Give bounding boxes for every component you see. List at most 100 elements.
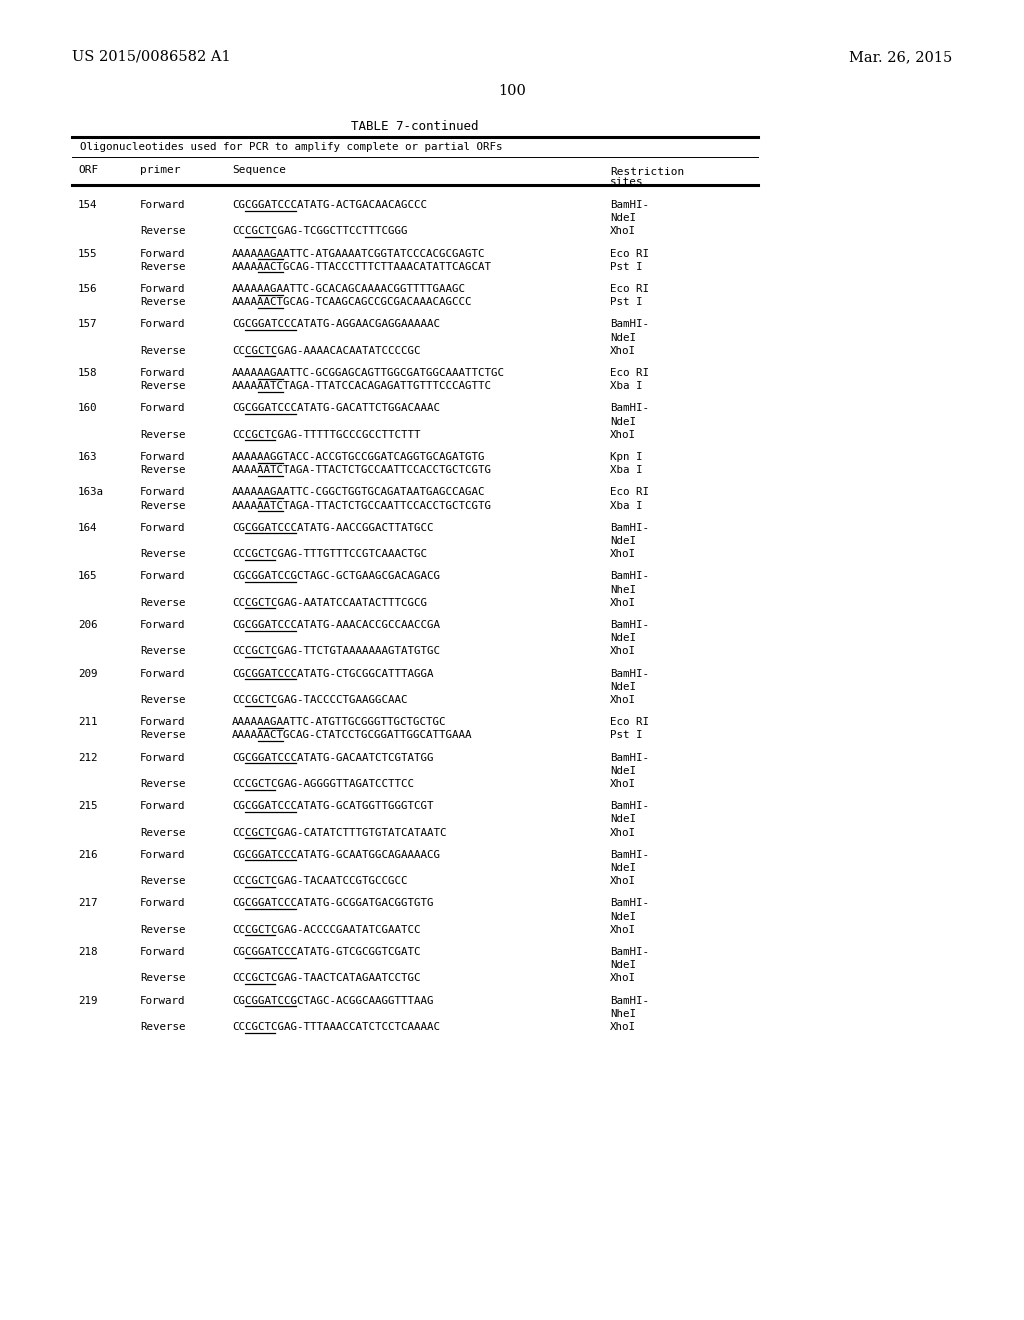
Text: 155: 155: [78, 248, 97, 259]
Text: Forward: Forward: [140, 717, 185, 727]
Text: CGCGGATCCCATATG-GCGGATGACGGTGTG: CGCGGATCCCATATG-GCGGATGACGGTGTG: [232, 899, 433, 908]
Text: 157: 157: [78, 319, 97, 330]
Text: Restriction: Restriction: [610, 168, 684, 177]
Text: Reverse: Reverse: [140, 381, 185, 391]
Text: NdeI: NdeI: [610, 682, 636, 692]
Text: Forward: Forward: [140, 752, 185, 763]
Text: Eco RI: Eco RI: [610, 284, 649, 294]
Text: NdeI: NdeI: [610, 766, 636, 776]
Text: CCCGCTCGAG-CATATCTTTGTGTATCATAATC: CCCGCTCGAG-CATATCTTTGTGTATCATAATC: [232, 828, 446, 838]
Text: Reverse: Reverse: [140, 430, 185, 440]
Text: Reverse: Reverse: [140, 598, 185, 607]
Text: NheI: NheI: [610, 585, 636, 594]
Text: CGCGGATCCCATATG-GCAATGGCAGAAAACG: CGCGGATCCCATATG-GCAATGGCAGAAAACG: [232, 850, 440, 859]
Text: Reverse: Reverse: [140, 876, 185, 886]
Text: Reverse: Reverse: [140, 227, 185, 236]
Text: XhoI: XhoI: [610, 430, 636, 440]
Text: BamHI-: BamHI-: [610, 946, 649, 957]
Text: Reverse: Reverse: [140, 465, 185, 475]
Text: XhoI: XhoI: [610, 1022, 636, 1032]
Text: CCCGCTCGAG-AGGGGTTAGATCCTTCC: CCCGCTCGAG-AGGGGTTAGATCCTTCC: [232, 779, 414, 789]
Text: BamHI-: BamHI-: [610, 669, 649, 678]
Text: 219: 219: [78, 995, 97, 1006]
Text: Sequence: Sequence: [232, 165, 286, 176]
Text: Forward: Forward: [140, 899, 185, 908]
Text: Forward: Forward: [140, 995, 185, 1006]
Text: 163a: 163a: [78, 487, 104, 498]
Text: CGCGGATCCCATATG-AACCGGACTTATGCC: CGCGGATCCCATATG-AACCGGACTTATGCC: [232, 523, 433, 533]
Text: Eco RI: Eco RI: [610, 368, 649, 378]
Text: 154: 154: [78, 201, 97, 210]
Text: AAAAAACTGCAG-TTACCCTTTCTTAAACATATTCAGCAT: AAAAAACTGCAG-TTACCCTTTCTTAAACATATTCAGCAT: [232, 261, 492, 272]
Text: Reverse: Reverse: [140, 779, 185, 789]
Text: CGCGGATCCCATATG-GACATTCTGGACAAAC: CGCGGATCCCATATG-GACATTCTGGACAAAC: [232, 404, 440, 413]
Text: Reverse: Reverse: [140, 973, 185, 983]
Text: BamHI-: BamHI-: [610, 319, 649, 330]
Text: AAAAAATCTAGA-TTACTCTGCCAATTCCACCTGCTCGTG: AAAAAATCTAGA-TTACTCTGCCAATTCCACCTGCTCGTG: [232, 465, 492, 475]
Text: BamHI-: BamHI-: [610, 620, 649, 630]
Text: Xba I: Xba I: [610, 500, 642, 511]
Text: Forward: Forward: [140, 572, 185, 581]
Text: BamHI-: BamHI-: [610, 801, 649, 812]
Text: AAAAAAGGTACC-ACCGTGCCGGATCAGGTGCAGATGTG: AAAAAAGGTACC-ACCGTGCCGGATCAGGTGCAGATGTG: [232, 451, 485, 462]
Text: CCCGCTCGAG-TAACTCATAGAATCCTGC: CCCGCTCGAG-TAACTCATAGAATCCTGC: [232, 973, 421, 983]
Text: 212: 212: [78, 752, 97, 763]
Text: CCCGCTCGAG-TACAATCCGTGCCGCC: CCCGCTCGAG-TACAATCCGTGCCGCC: [232, 876, 408, 886]
Text: CGCGGATCCGCTAGC-GCTGAAGCGACAGACG: CGCGGATCCGCTAGC-GCTGAAGCGACAGACG: [232, 572, 440, 581]
Text: Forward: Forward: [140, 669, 185, 678]
Text: Forward: Forward: [140, 248, 185, 259]
Text: BamHI-: BamHI-: [610, 572, 649, 581]
Text: 215: 215: [78, 801, 97, 812]
Text: Forward: Forward: [140, 523, 185, 533]
Text: 218: 218: [78, 946, 97, 957]
Text: BamHI-: BamHI-: [610, 850, 649, 859]
Text: Forward: Forward: [140, 368, 185, 378]
Text: NdeI: NdeI: [610, 912, 636, 921]
Text: BamHI-: BamHI-: [610, 995, 649, 1006]
Text: Forward: Forward: [140, 946, 185, 957]
Text: Mar. 26, 2015: Mar. 26, 2015: [849, 50, 952, 63]
Text: CGCGGATCCCATATG-GACAATCTCGTATGG: CGCGGATCCCATATG-GACAATCTCGTATGG: [232, 752, 433, 763]
Text: AAAAAATCTAGA-TTATCCACAGAGATTGTTTCCCAGTTC: AAAAAATCTAGA-TTATCCACAGAGATTGTTTCCCAGTTC: [232, 381, 492, 391]
Text: CCCGCTCGAG-TTTAAACCATCTCCTCAAAAC: CCCGCTCGAG-TTTAAACCATCTCCTCAAAAC: [232, 1022, 440, 1032]
Text: 156: 156: [78, 284, 97, 294]
Text: 165: 165: [78, 572, 97, 581]
Text: Reverse: Reverse: [140, 696, 185, 705]
Text: XhoI: XhoI: [610, 973, 636, 983]
Text: CCCGCTCGAG-AATATCCAATACTTTCGCG: CCCGCTCGAG-AATATCCAATACTTTCGCG: [232, 598, 427, 607]
Text: NdeI: NdeI: [610, 417, 636, 426]
Text: CGCGGATCCCATATG-ACTGACAACAGCCC: CGCGGATCCCATATG-ACTGACAACAGCCC: [232, 201, 427, 210]
Text: 217: 217: [78, 899, 97, 908]
Text: XhoI: XhoI: [610, 549, 636, 560]
Text: NdeI: NdeI: [610, 333, 636, 343]
Text: Forward: Forward: [140, 487, 185, 498]
Text: CGCGGATCCCATATG-CTGCGGCATTTAGGA: CGCGGATCCCATATG-CTGCGGCATTTAGGA: [232, 669, 433, 678]
Text: CGCGGATCCCATATG-GTCGCGGTCGATC: CGCGGATCCCATATG-GTCGCGGTCGATC: [232, 946, 421, 957]
Text: Pst I: Pst I: [610, 730, 642, 741]
Text: AAAAAAGAATTC-GCGGAGCAGTTGGCGATGGCAAATTCTGC: AAAAAAGAATTC-GCGGAGCAGTTGGCGATGGCAAATTCT…: [232, 368, 505, 378]
Text: XhoI: XhoI: [610, 647, 636, 656]
Text: Forward: Forward: [140, 850, 185, 859]
Text: Oligonucleotides used for PCR to amplify complete or partial ORFs: Oligonucleotides used for PCR to amplify…: [80, 143, 503, 152]
Text: XhoI: XhoI: [610, 779, 636, 789]
Text: Reverse: Reverse: [140, 730, 185, 741]
Text: Reverse: Reverse: [140, 647, 185, 656]
Text: Forward: Forward: [140, 404, 185, 413]
Text: US 2015/0086582 A1: US 2015/0086582 A1: [72, 50, 230, 63]
Text: AAAAAAGAATTC-ATGAAAATCGGTATCCCACGCGAGTC: AAAAAAGAATTC-ATGAAAATCGGTATCCCACGCGAGTC: [232, 248, 485, 259]
Text: Reverse: Reverse: [140, 925, 185, 935]
Text: Reverse: Reverse: [140, 1022, 185, 1032]
Text: 209: 209: [78, 669, 97, 678]
Text: 100: 100: [498, 84, 526, 98]
Text: CCCGCTCGAG-TACCCCTGAAGGCAAC: CCCGCTCGAG-TACCCCTGAAGGCAAC: [232, 696, 408, 705]
Text: Forward: Forward: [140, 284, 185, 294]
Text: Xba I: Xba I: [610, 381, 642, 391]
Text: 158: 158: [78, 368, 97, 378]
Text: TABLE 7-continued: TABLE 7-continued: [351, 120, 479, 133]
Text: NdeI: NdeI: [610, 814, 636, 825]
Text: primer: primer: [140, 165, 180, 176]
Text: XhoI: XhoI: [610, 925, 636, 935]
Text: BamHI-: BamHI-: [610, 752, 649, 763]
Text: XhoI: XhoI: [610, 598, 636, 607]
Text: 206: 206: [78, 620, 97, 630]
